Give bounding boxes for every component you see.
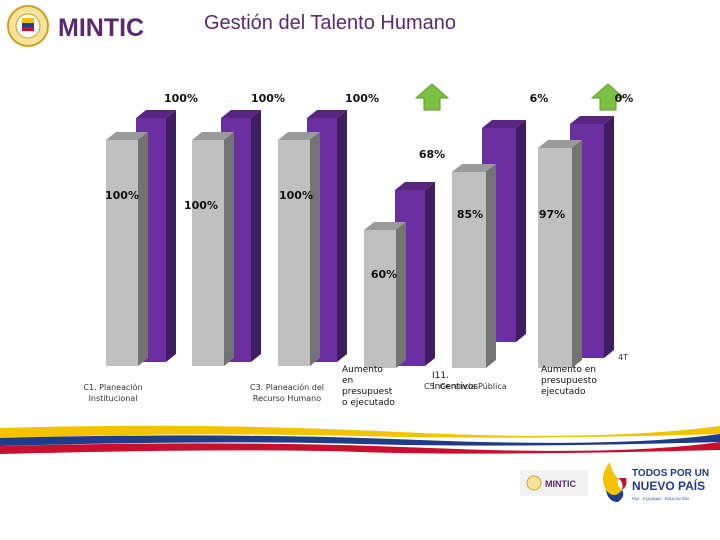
up-arrow-icon-1 (414, 83, 450, 111)
up-arrow-icon-2 (590, 83, 626, 111)
bar-gray-2 (192, 132, 234, 366)
svg-text:NUEVO PAÍS: NUEVO PAÍS (632, 478, 705, 493)
value-label-partial: 0% (615, 92, 634, 105)
bar-gray-5 (452, 164, 496, 368)
value-label-partial: 6% (530, 92, 549, 105)
value-label: 100% (105, 189, 139, 202)
value-label: 100% (345, 92, 379, 105)
page-title: Gestión del Talento Humano (204, 12, 457, 34)
svg-text:TODOS POR UN: TODOS POR UN (632, 468, 709, 479)
value-label: 100% (184, 199, 218, 212)
value-label: 60% (371, 268, 397, 281)
footer-government-logo: TODOS POR UN NUEVO PAÍS PAZ · EQUIDAD · … (596, 456, 716, 508)
value-label: 85% (457, 208, 483, 221)
category-label: C1. Planeación Institucional (83, 382, 142, 403)
value-label: 100% (164, 92, 198, 105)
brand-name: MINTIC (58, 14, 144, 42)
category-label: C3. Planeación del Recurso Humano (250, 382, 324, 403)
category-label: Aumento en presupuesto ejecutado (541, 365, 597, 397)
value-label: 100% (251, 92, 285, 105)
value-label: 68% (419, 148, 445, 161)
mintic-logo: MINTIC (6, 4, 166, 48)
category-label: I11. Incentivos (432, 371, 478, 392)
bar-gray-6 (538, 140, 582, 368)
value-label: 100% (279, 189, 313, 202)
svg-text:MINTIC: MINTIC (545, 479, 576, 489)
footer-seal-icon (526, 475, 542, 491)
footer-mintic-logo: MINTIC (520, 468, 590, 498)
corner-label: 4T (618, 353, 628, 362)
footer-wave-band (0, 425, 720, 454)
colombia-flame-icon (602, 462, 627, 502)
category-label: Aumento en presupuest o ejecutado (342, 365, 395, 408)
svg-text:PAZ · EQUIDAD · EDUCACIÓN: PAZ · EQUIDAD · EDUCACIÓN (632, 496, 689, 501)
bar-chart: 100% 100% 100% 100% 100% 100% 60% 68% 85% 97% 6% 0%… (83, 83, 634, 408)
value-label: 97% (539, 208, 565, 221)
bar-gray-4 (364, 222, 406, 368)
bar-gray-1 (106, 132, 148, 366)
bar-gray-3 (278, 132, 320, 366)
category-label: C5. Gerencia Pública (424, 382, 507, 391)
